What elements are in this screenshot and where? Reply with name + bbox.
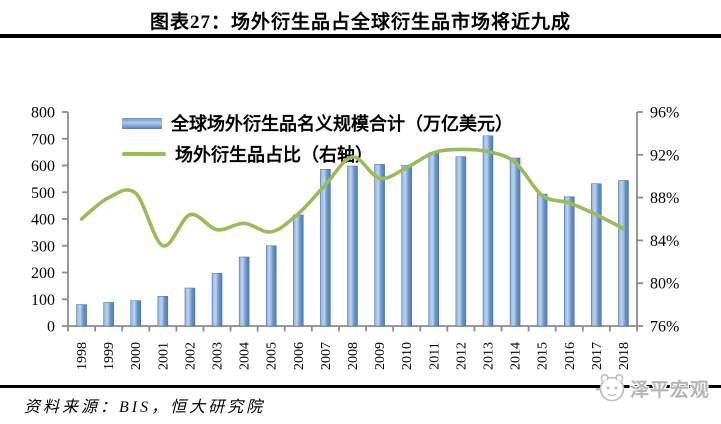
y-axis-left-label: 800 xyxy=(31,105,55,122)
legend-item-line: 场外衍生品占比（右轴） xyxy=(122,142,373,166)
x-axis-label-2016: 2016 xyxy=(563,342,578,370)
bar-2002 xyxy=(184,287,196,327)
legend-line-swatch xyxy=(122,152,166,156)
trend-line xyxy=(79,147,626,248)
bar-2016 xyxy=(564,196,575,327)
y-axis-left-label: 700 xyxy=(31,131,55,148)
y-axis-right-label: 80% xyxy=(650,276,679,293)
x-axis-label-2009: 2009 xyxy=(373,342,388,370)
bar-2006 xyxy=(293,214,304,327)
legend-item-bar: 全球场外衍生品名义规模合计（万亿美元） xyxy=(122,111,513,135)
figure-title: 图表27：场外衍生品占全球衍生品市场将近九成 xyxy=(149,12,571,33)
x-axis-label-2013: 2013 xyxy=(481,342,496,370)
x-axis-label-2006: 2006 xyxy=(292,342,307,370)
bar-2008 xyxy=(347,165,358,327)
bar-2018 xyxy=(618,180,629,327)
y-axis-left-label: 300 xyxy=(31,238,55,255)
x-axis-label-2002: 2002 xyxy=(183,342,198,370)
y-axis-right-label: 88% xyxy=(650,190,679,207)
bar-2012 xyxy=(455,156,467,327)
x-axis-label-2012: 2012 xyxy=(454,342,469,370)
y-axis-left-label: 200 xyxy=(31,265,55,282)
y-axis-right-label: 96% xyxy=(650,105,679,122)
bar-2013 xyxy=(482,135,494,327)
x-axis-label-2003: 2003 xyxy=(211,342,226,370)
bar-2007 xyxy=(320,168,331,327)
x-axis-label-2005: 2005 xyxy=(265,342,280,370)
source-note: 资料来源：BIS，恒大研究院 xyxy=(24,399,266,416)
bar-2004 xyxy=(238,256,250,327)
footer-divider xyxy=(0,385,721,388)
bar-2003 xyxy=(211,273,223,327)
x-axis-label-2000: 2000 xyxy=(129,342,144,370)
x-axis-label-1998: 1998 xyxy=(75,342,90,370)
bar-2005 xyxy=(265,245,277,327)
mascot-icon xyxy=(596,374,625,402)
x-axis-label-2008: 2008 xyxy=(346,342,361,370)
y-axis-left-label: 500 xyxy=(31,185,55,202)
y-axis-left-label: 0 xyxy=(47,319,55,336)
bar-1999 xyxy=(103,302,114,327)
x-axis-label-2015: 2015 xyxy=(536,342,551,370)
y-axis-right-label: 92% xyxy=(650,147,679,164)
bar-1998 xyxy=(76,304,87,327)
x-axis-label-2001: 2001 xyxy=(156,342,171,370)
bar-2009 xyxy=(374,164,385,327)
legend-line-label: 场外衍生品占比（右轴） xyxy=(175,145,373,165)
x-axis-label-2014: 2014 xyxy=(509,342,524,370)
y-axis-left-label: 600 xyxy=(31,158,55,175)
x-axis-label-2004: 2004 xyxy=(238,342,253,370)
bar-2015 xyxy=(536,193,548,327)
bar-2001 xyxy=(157,296,169,327)
watermark: 泽平宏观 xyxy=(594,370,721,406)
bar-2010 xyxy=(401,164,412,327)
legend-bar-label: 全球场外衍生品名义规模合计（万亿美元） xyxy=(171,114,513,134)
bar-2011 xyxy=(428,152,440,327)
x-axis-label-2018: 2018 xyxy=(617,342,632,370)
bar-2014 xyxy=(509,157,521,327)
legend-bar-swatch xyxy=(122,117,162,129)
y-axis-left-label: 400 xyxy=(31,212,55,229)
x-axis-label-2017: 2017 xyxy=(590,342,605,370)
x-axis-label-2011: 2011 xyxy=(427,342,442,369)
bar-2017 xyxy=(591,183,602,327)
x-axis-label-1999: 1999 xyxy=(102,342,117,370)
watermark-text: 泽平宏观 xyxy=(630,379,711,401)
y-axis-right-label: 76% xyxy=(650,319,679,336)
x-axis-label-2007: 2007 xyxy=(319,342,334,370)
x-axis-label-2010: 2010 xyxy=(400,342,415,370)
y-axis-left-label: 100 xyxy=(31,292,55,309)
title-divider xyxy=(0,34,721,38)
bar-2000 xyxy=(130,300,141,327)
y-axis-right-label: 84% xyxy=(650,233,679,250)
